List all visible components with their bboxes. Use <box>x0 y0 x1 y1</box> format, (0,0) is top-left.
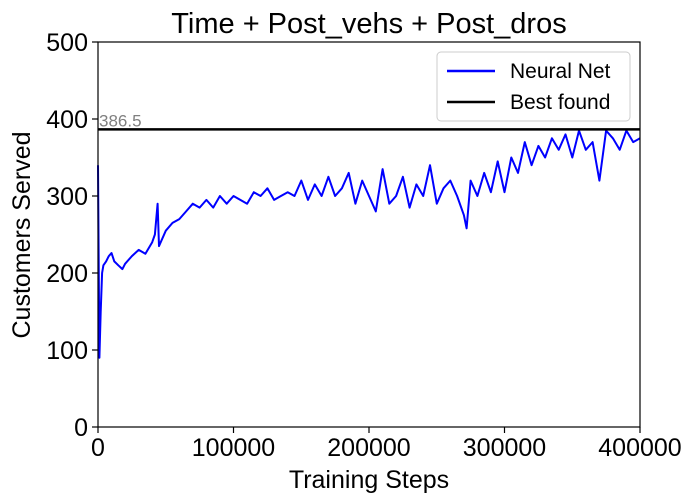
y-tick-label: 300 <box>46 183 88 211</box>
legend-label-neural-net: Neural Net <box>510 60 611 83</box>
x-tick-label: 300000 <box>463 434 546 462</box>
x-tick-label: 200000 <box>327 434 410 462</box>
x-axis-label: Training Steps <box>289 466 449 494</box>
x-tick-label: 400000 <box>598 434 681 462</box>
series-line-neural-net <box>97 129 641 359</box>
y-axis-label: Customers Served <box>8 131 36 338</box>
best-value-annotation: 386.5 <box>99 111 142 130</box>
y-tick-label: 500 <box>46 29 88 57</box>
x-tick-label: 100000 <box>192 434 275 462</box>
plot-area: 386.5 0 100000 200000 300000 400000 0 100 200 300… <box>46 29 681 462</box>
y-tick-label: 100 <box>46 337 88 365</box>
y-tick-label: 0 <box>74 414 88 442</box>
legend-box <box>436 51 631 122</box>
y-tick-label: 400 <box>46 106 88 134</box>
legend-label-best-found: Best found <box>510 91 610 114</box>
y-tick-label: 200 <box>46 260 88 288</box>
x-tick-label: 0 <box>91 434 105 462</box>
chart-title: Time + Post_vehs + Post_dros <box>171 8 566 40</box>
